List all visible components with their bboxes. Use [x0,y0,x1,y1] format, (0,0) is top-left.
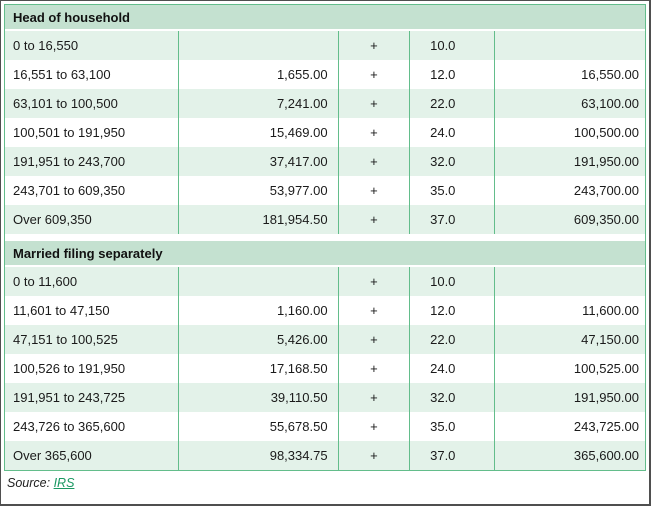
tax-brackets-table: Head of household 0 to 16,550 + 10.0 16,… [4,4,646,471]
source-label: Source: [7,476,51,490]
cell-over: 16,550.00 [495,60,645,89]
cell-plus: + [338,354,411,383]
cell-over: 100,500.00 [495,118,645,147]
cell-over: 100,525.00 [495,354,645,383]
cell-range: 47,151 to 100,525 [5,325,179,354]
cell-over: 243,725.00 [495,412,645,441]
cell-over: 191,950.00 [495,383,645,412]
cell-base: 181,954.50 [178,205,339,234]
cell-range: 0 to 16,550 [5,31,179,60]
cell-range: Over 609,350 [5,205,179,234]
cell-plus: + [338,89,411,118]
cell-range: Over 365,600 [5,441,179,470]
cell-plus: + [338,383,411,412]
section-header-head-of-household: Head of household [5,5,645,31]
cell-range: 243,701 to 609,350 [5,176,179,205]
table-row: 243,726 to 365,600 55,678.50 + 35.0 243,… [5,412,645,441]
cell-rate: 12.0 [410,296,496,325]
cell-rate: 32.0 [410,147,496,176]
cell-rate: 37.0 [410,205,496,234]
cell-over: 191,950.00 [495,147,645,176]
cell-plus: + [338,267,411,296]
cell-range: 100,526 to 191,950 [5,354,179,383]
cell-over [495,31,645,60]
cell-base: 7,241.00 [178,89,339,118]
cell-range: 0 to 11,600 [5,267,179,296]
cell-range: 63,101 to 100,500 [5,89,179,118]
table-row: 63,101 to 100,500 7,241.00 + 22.0 63,100… [5,89,645,118]
cell-base: 39,110.50 [178,383,339,412]
cell-over: 63,100.00 [495,89,645,118]
cell-range: 100,501 to 191,950 [5,118,179,147]
cell-plus: + [338,205,411,234]
cell-plus: + [338,118,411,147]
cell-base: 17,168.50 [178,354,339,383]
table-row: 0 to 16,550 + 10.0 [5,31,645,60]
section-header-row: Married filing separately [5,234,645,267]
table-row: 191,951 to 243,700 37,417.00 + 32.0 191,… [5,147,645,176]
table-row: Over 609,350 181,954.50 + 37.0 609,350.0… [5,205,645,234]
cell-over: 243,700.00 [495,176,645,205]
cell-rate: 12.0 [410,60,496,89]
cell-range: 191,951 to 243,700 [5,147,179,176]
cell-base: 55,678.50 [178,412,339,441]
cell-rate: 10.0 [410,31,496,60]
source-note: Source: IRS [7,476,646,490]
cell-plus: + [338,325,411,354]
cell-rate: 35.0 [410,412,496,441]
cell-base: 1,160.00 [178,296,339,325]
table-row: 47,151 to 100,525 5,426.00 + 22.0 47,150… [5,325,645,354]
table-row: 16,551 to 63,100 1,655.00 + 12.0 16,550.… [5,60,645,89]
table-row: 100,501 to 191,950 15,469.00 + 24.0 100,… [5,118,645,147]
source-link-irs[interactable]: IRS [53,476,75,490]
cell-over [495,267,645,296]
section-header-married-filing-separately: Married filing separately [5,234,645,267]
cell-rate: 35.0 [410,176,496,205]
cell-base [178,31,339,60]
table-row: 0 to 11,600 + 10.0 [5,267,645,296]
cell-base: 15,469.00 [178,118,339,147]
section-header-row: Head of household [5,5,645,31]
cell-base: 5,426.00 [178,325,339,354]
table-row: 243,701 to 609,350 53,977.00 + 35.0 243,… [5,176,645,205]
cell-over: 609,350.00 [495,205,645,234]
cell-base: 37,417.00 [178,147,339,176]
cell-range: 11,601 to 47,150 [5,296,179,325]
cell-rate: 10.0 [410,267,496,296]
cell-base: 53,977.00 [178,176,339,205]
cell-rate: 24.0 [410,354,496,383]
cell-rate: 32.0 [410,383,496,412]
table-row: Over 365,600 98,334.75 + 37.0 365,600.00 [5,441,645,470]
cell-plus: + [338,412,411,441]
table-row: 100,526 to 191,950 17,168.50 + 24.0 100,… [5,354,645,383]
cell-rate: 37.0 [410,441,496,470]
table-row: 191,951 to 243,725 39,110.50 + 32.0 191,… [5,383,645,412]
cell-range: 243,726 to 365,600 [5,412,179,441]
cell-plus: + [338,31,411,60]
cell-plus: + [338,147,411,176]
cell-range: 191,951 to 243,725 [5,383,179,412]
cell-plus: + [338,176,411,205]
cell-plus: + [338,441,411,470]
cell-base [178,267,339,296]
cell-rate: 24.0 [410,118,496,147]
cell-over: 365,600.00 [495,441,645,470]
cell-range: 16,551 to 63,100 [5,60,179,89]
cell-rate: 22.0 [410,325,496,354]
cell-plus: + [338,296,411,325]
table-row: 11,601 to 47,150 1,160.00 + 12.0 11,600.… [5,296,645,325]
cell-base: 1,655.00 [178,60,339,89]
cell-rate: 22.0 [410,89,496,118]
cell-plus: + [338,60,411,89]
cell-over: 11,600.00 [495,296,645,325]
cell-base: 98,334.75 [178,441,339,470]
cell-over: 47,150.00 [495,325,645,354]
